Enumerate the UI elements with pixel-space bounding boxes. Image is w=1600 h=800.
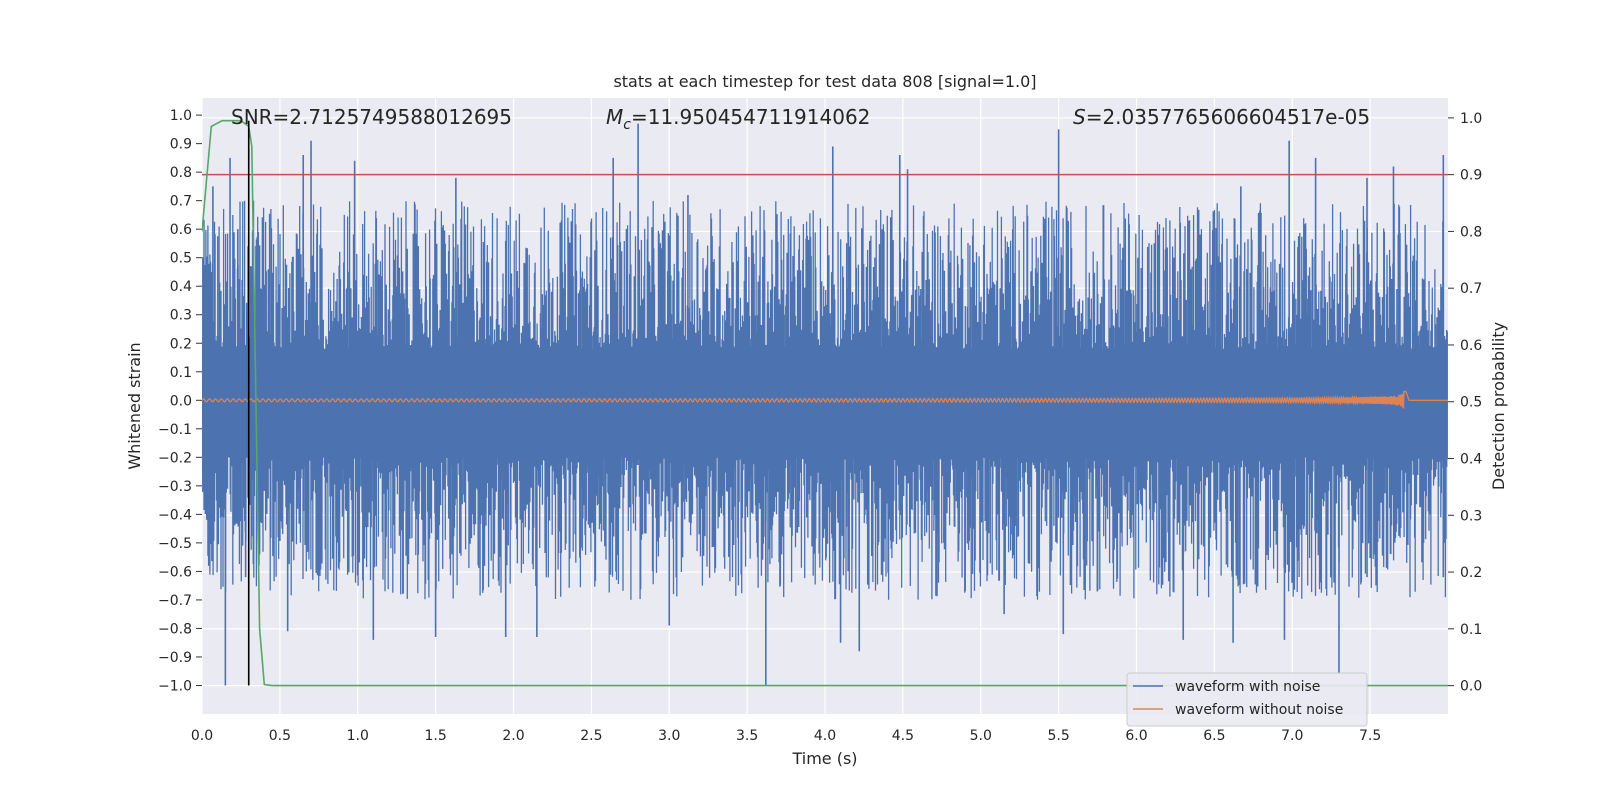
axes: 0.0 0.5 1.0 1.5 2.0 2.5 3.0 3.5 4.0 4.5 5.0 5.5 6.0 6…: [158, 108, 1482, 744]
y-tick-label: 0.6: [170, 222, 192, 238]
chart-title: stats at each timestep for test data 808…: [613, 72, 1036, 91]
x-tick-label: 5.5: [1047, 728, 1069, 744]
x-tick-label: 0.5: [269, 728, 291, 744]
y2-tick-label: 0.9: [1460, 168, 1482, 184]
clean-waveform-line: [202, 390, 1448, 409]
y-tick-label: −0.1: [158, 422, 192, 438]
x-tick-label: 3.5: [736, 728, 758, 744]
y-tick-label: 0.0: [170, 393, 192, 409]
chirp-mass-subscript: c: [623, 117, 631, 133]
y-tick-label: −0.3: [158, 479, 192, 495]
x-tick-label: 6.5: [1203, 728, 1225, 744]
y-tick-label: −0.9: [158, 650, 192, 666]
legend-box: [1126, 672, 1368, 727]
y2-tick-label: 0.3: [1460, 508, 1482, 524]
x-tick-label: 4.0: [814, 728, 836, 744]
y2-tick-label: 0.0: [1460, 679, 1482, 695]
x-tick-label: 1.0: [347, 728, 369, 744]
x-tick-label: 3.0: [658, 728, 680, 744]
y-tick-label: −0.8: [158, 621, 192, 637]
legend-label-clean: waveform without noise: [1175, 702, 1343, 718]
y-tick-label: −0.6: [158, 564, 192, 580]
x-tick-label: 2.0: [502, 728, 524, 744]
noise-waveform-line: [202, 200, 1448, 600]
y2-tick-label: 0.7: [1460, 281, 1482, 297]
y2-tick-label: 0.6: [1460, 338, 1482, 354]
chirp-mass-symbol: M: [606, 105, 623, 129]
x-axis-label: Time (s): [791, 749, 857, 768]
legend: waveform with noise waveform without noi…: [1126, 672, 1368, 727]
y-tick-label: 0.2: [170, 336, 192, 352]
x-tick-label: 4.5: [892, 728, 914, 744]
s-annotation: S=2.0357765606604517e-05: [1073, 105, 1370, 129]
s-symbol: S: [1073, 105, 1086, 129]
y-tick-label: 0.8: [170, 165, 192, 181]
s-value: =2.0357765606604517e-05: [1086, 105, 1370, 129]
y-tick-label: −1.0: [158, 678, 192, 694]
y-tick-label: 0.5: [170, 251, 192, 267]
x-tick-label: 2.5: [580, 728, 602, 744]
legend-label-noise: waveform with noise: [1175, 679, 1320, 695]
y-tick-label: −0.5: [158, 536, 192, 552]
chirp-mass-annotation: Mc=11.950454711914062: [606, 105, 870, 133]
y2-tick-label: 0.2: [1460, 565, 1482, 581]
y-tick-label: 1.0: [170, 108, 192, 124]
x-tick-label: 5.0: [970, 728, 992, 744]
y-tick-label: −0.2: [158, 450, 192, 466]
y2-axis-label: Detection probability: [1489, 322, 1508, 490]
y-tick-label: −0.4: [158, 507, 192, 523]
x-tick-label: 6.0: [1125, 728, 1147, 744]
x-tick-label: 7.5: [1359, 728, 1381, 744]
detection-probability-line: [202, 119, 1448, 687]
y2-tick-label: 1.0: [1460, 111, 1482, 127]
x-tick-label: 7.0: [1281, 728, 1303, 744]
series-layer: [202, 119, 1448, 687]
y-axis-label: Whitened strain: [125, 342, 144, 469]
chirp-mass-value: =11.950454711914062: [631, 105, 870, 129]
y2-tick-label: 0.1: [1460, 622, 1482, 638]
x-tick-label: 0.0: [191, 728, 213, 744]
x-tick-label: 1.5: [424, 728, 446, 744]
y-tick-label: 0.9: [170, 137, 192, 153]
y2-tick-label: 0.4: [1460, 452, 1482, 468]
y-tick-label: 0.7: [170, 194, 192, 210]
y-tick-label: 0.1: [170, 365, 192, 381]
snr-annotation: SNR=2.7125749588012695: [231, 105, 512, 129]
y2-tick-label: 0.8: [1460, 224, 1482, 240]
y-tick-label: 0.4: [170, 279, 192, 295]
y2-tick-label: 0.5: [1460, 395, 1482, 411]
y-tick-label: −0.7: [158, 593, 192, 609]
y-tick-label: 0.3: [170, 308, 192, 324]
